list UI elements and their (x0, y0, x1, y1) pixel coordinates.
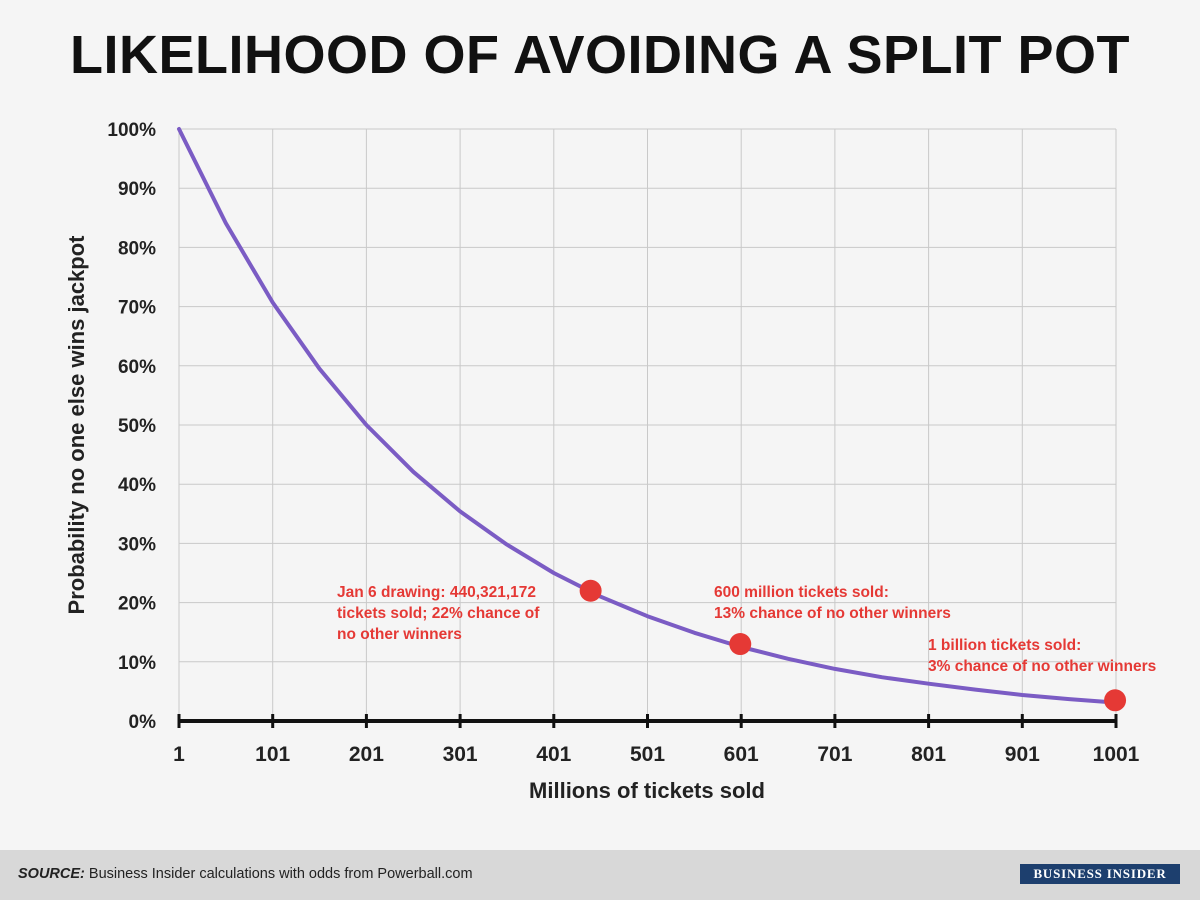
source-text: Business Insider calculations with odds … (84, 866, 473, 882)
highlight-point (579, 579, 602, 602)
highlight-layer (579, 579, 1127, 712)
x-tick-label: 501 (630, 743, 665, 766)
annotation-line: no other winners (337, 626, 462, 643)
y-tick-label: 0% (129, 712, 157, 733)
y-tick-label: 60% (118, 357, 156, 378)
annotation-text: Jan 6 drawing: 440,321,172 tickets sold; … (337, 584, 540, 643)
y-tick-label: 20% (118, 594, 156, 615)
y-tick-label: 10% (118, 653, 156, 674)
x-tick-label: 1 (173, 743, 185, 766)
series-layer (177, 127, 1118, 705)
chart-plot: 0% 10% 20% 30% 40% 50% 60% 70% 80% 90% 100% 1 101 201… (64, 120, 1156, 803)
source-note: SOURCE: Business Insider calculations wi… (18, 866, 473, 882)
x-tick-label: 1001 (1093, 743, 1140, 766)
annotation-line: 3% chance of no other winners (928, 658, 1156, 675)
highlight-point (1104, 689, 1127, 712)
annotation-line: 1 billion tickets sold: (928, 637, 1081, 654)
y-tick-label: 40% (118, 475, 156, 496)
x-tick-label: 701 (817, 743, 852, 766)
x-tick-label: 901 (1005, 743, 1040, 766)
y-tick-label: 90% (118, 179, 156, 200)
x-tick-label: 101 (255, 743, 290, 766)
x-tick-label: 401 (536, 743, 571, 766)
annotation-line: tickets sold; 22% chance of (337, 605, 540, 622)
chart-title: LIKELIHOOD OF AVOIDING A SPLIT POT (69, 25, 1130, 85)
source-label: SOURCE: (18, 866, 85, 882)
y-axis-label: Probability no one else wins jackpot (64, 235, 89, 615)
annotation-line: 13% chance of no other winners (714, 605, 951, 622)
series-line (177, 127, 1118, 705)
x-tick-label: 601 (724, 743, 759, 766)
axes: 0% 10% 20% 30% 40% 50% 60% 70% 80% 90% 100% 1 101 201… (107, 120, 1139, 766)
highlight-point (729, 633, 752, 656)
annotation-text: 600 million tickets sold: 13% chance of n… (714, 584, 951, 622)
x-tick-label: 201 (349, 743, 384, 766)
x-tick-label: 301 (443, 743, 478, 766)
y-tick-label: 50% (118, 416, 156, 437)
annotation-line: Jan 6 drawing: 440,321,172 (337, 584, 536, 601)
y-tick-label: 80% (118, 238, 156, 259)
grid (178, 128, 1117, 721)
y-tick-label: 100% (107, 120, 156, 141)
footer: SOURCE: Business Insider calculations wi… (0, 850, 1200, 900)
annotation-layer: Jan 6 drawing: 440,321,172 tickets sold; … (337, 584, 1156, 675)
y-tick-label: 30% (118, 534, 156, 555)
x-tick-label: 801 (911, 743, 946, 766)
y-tick-label: 70% (118, 298, 156, 319)
annotation-text: 1 billion tickets sold: 3% chance of no o… (928, 637, 1156, 675)
brand-logo[interactable]: BUSINESS INSIDER (1020, 864, 1180, 884)
x-axis-label: Millions of tickets sold (529, 778, 765, 803)
annotation-line: 600 million tickets sold: (714, 584, 889, 601)
